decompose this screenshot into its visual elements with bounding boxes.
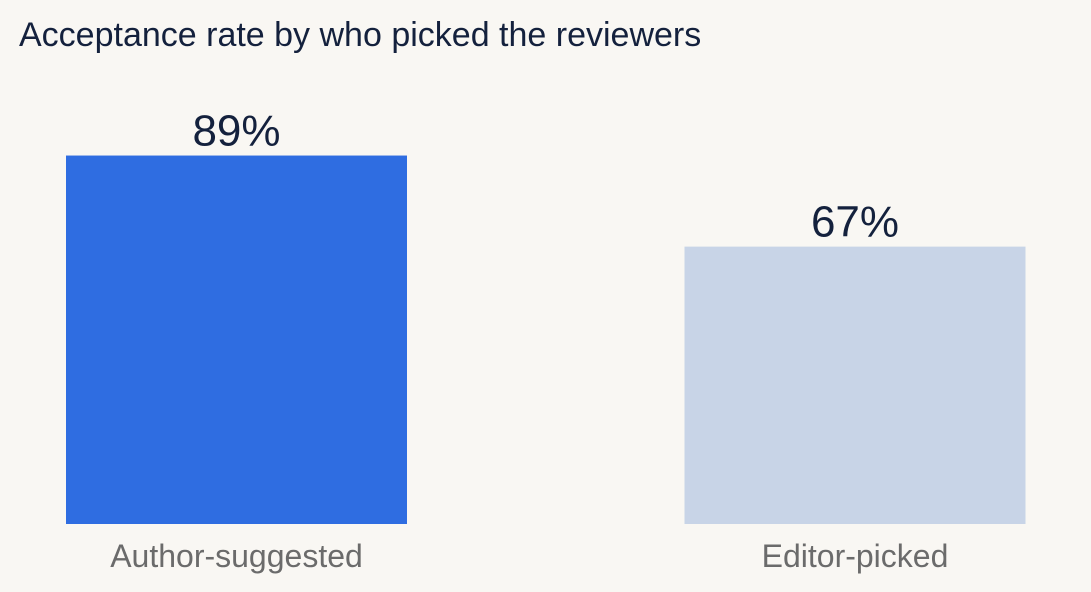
- bar: [684, 246, 1026, 524]
- x-tick-label: Author-suggested: [110, 538, 363, 574]
- value-label: 67%: [811, 198, 899, 247]
- chart-title: Acceptance rate by who picked the review…: [19, 16, 701, 54]
- value-label: 89%: [192, 107, 280, 156]
- bar: [66, 155, 407, 525]
- x-tick-label: Editor-picked: [762, 538, 949, 574]
